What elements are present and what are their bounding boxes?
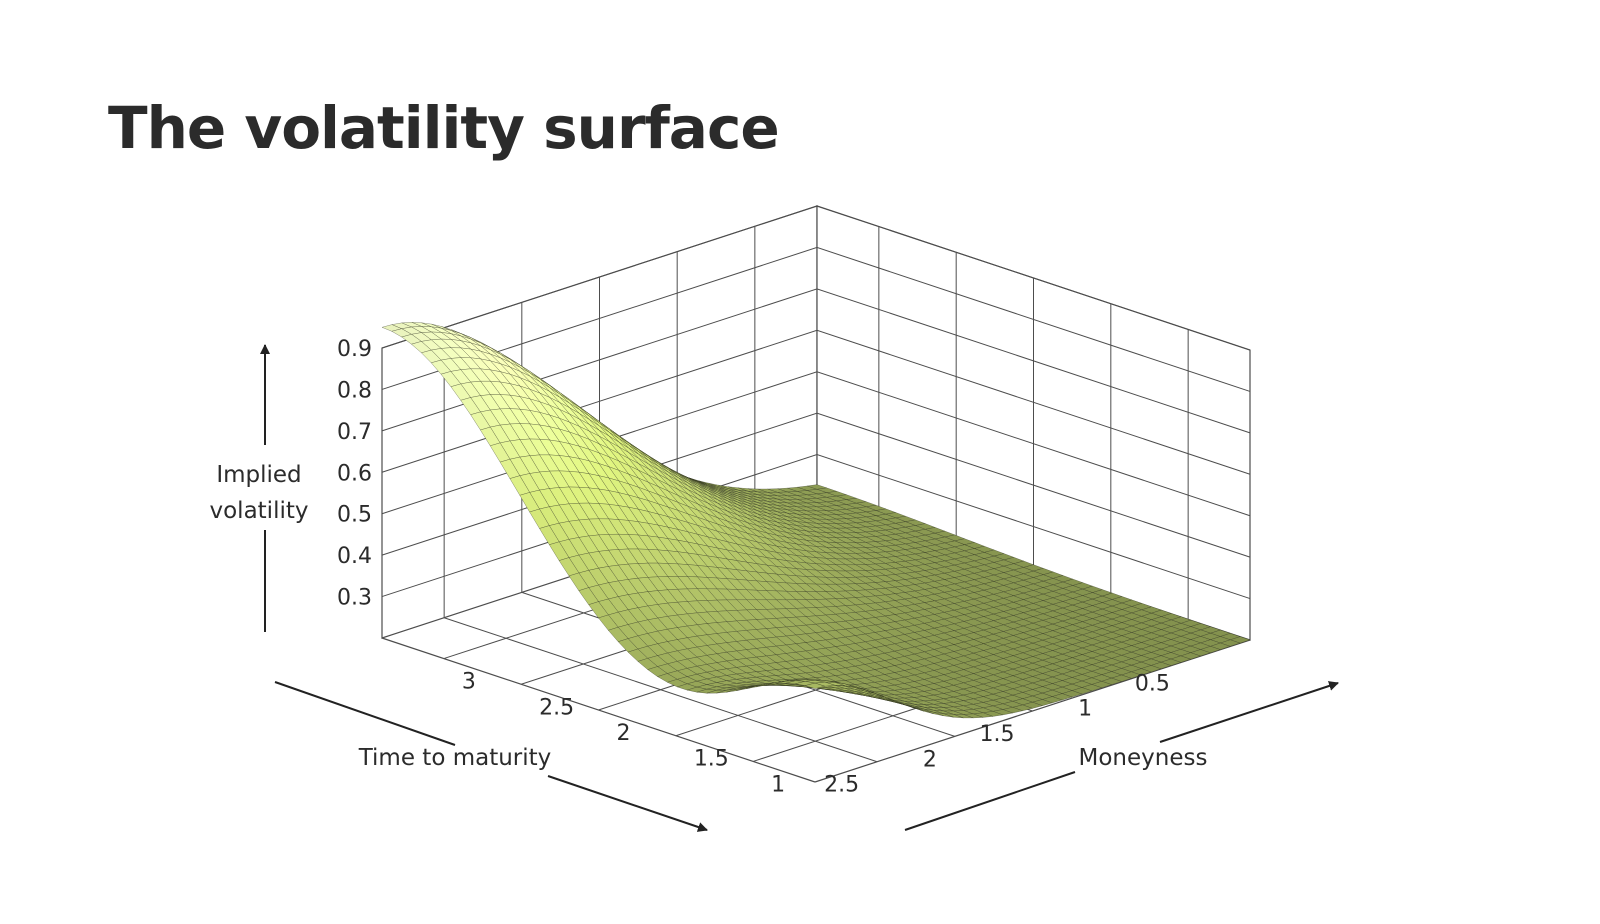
y-tick-label: 2 xyxy=(617,721,631,746)
z-tick-label: 0.3 xyxy=(337,586,372,611)
z-tick-label: 0.6 xyxy=(337,461,372,486)
x-axis-arrow-start xyxy=(274,681,456,746)
x-tick-label: 1.5 xyxy=(980,722,1015,747)
x-axis-arrow-end xyxy=(547,775,708,832)
y-tick-label: 3 xyxy=(462,670,476,695)
z-grid-line xyxy=(381,246,1251,392)
z-tick-label: 0.4 xyxy=(337,544,372,569)
z-grid-line xyxy=(381,454,1251,600)
z-axis-label-line1: Implied xyxy=(216,462,301,488)
y-axis-arrow-start xyxy=(904,771,1076,831)
x-tick-label: 2 xyxy=(923,747,937,772)
y-tick-label: 1.5 xyxy=(694,747,729,772)
z-tick-label: 0.9 xyxy=(337,337,372,362)
chart-title: The volatility surface xyxy=(108,94,780,162)
floor-edge xyxy=(381,637,816,783)
z-tick-label: 0.8 xyxy=(337,378,372,403)
x-tick-label: 1 xyxy=(1078,697,1092,722)
y-axis-arrow-end xyxy=(1159,681,1339,743)
z-grid-line xyxy=(381,205,1251,351)
z-tick-label: 0.5 xyxy=(337,503,372,528)
tick-labels: 0.3 0.4 0.5 0.6 0.7 0.8 0.9 0.5 1 1.5 2 2.5 1 1.5 2 2.5… xyxy=(337,337,1170,798)
y-tick-label: 1 xyxy=(771,772,785,797)
x-axis-label: Time to maturity xyxy=(358,745,552,771)
x-tick-label: 2.5 xyxy=(824,773,859,798)
z-tick-label: 0.7 xyxy=(337,420,372,445)
surface-cell xyxy=(804,682,826,689)
y-axis-label: Moneyness xyxy=(1079,745,1208,771)
z-axis-label-line2: volatility xyxy=(210,498,309,524)
y-tick-label: 2.5 xyxy=(539,695,574,720)
x-tick-label: 0.5 xyxy=(1135,671,1170,696)
surface-mesh xyxy=(381,322,1251,719)
